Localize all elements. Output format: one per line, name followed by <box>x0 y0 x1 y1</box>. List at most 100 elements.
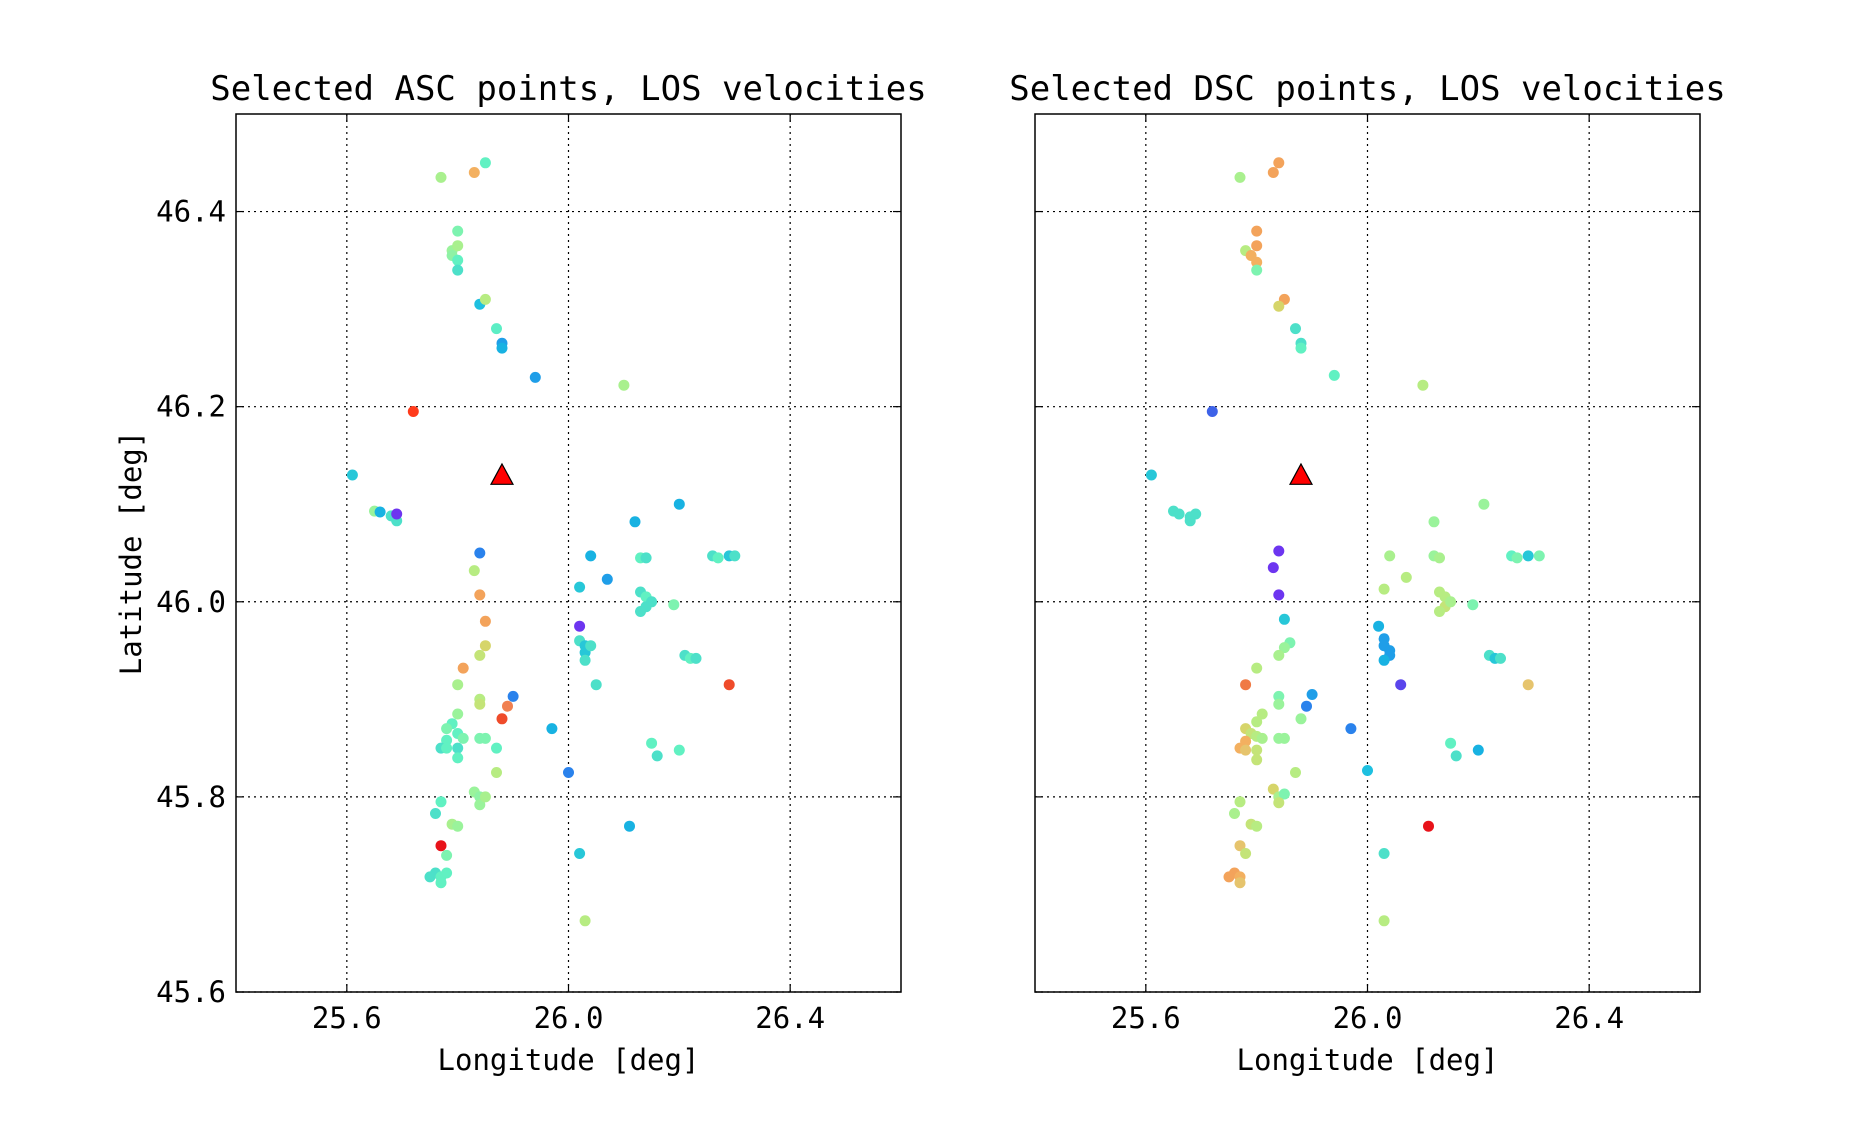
data-point <box>1278 732 1290 744</box>
data-point <box>507 690 519 702</box>
volcano-marker <box>489 462 515 485</box>
data-point <box>1234 796 1246 808</box>
data-point <box>452 679 464 691</box>
data-point <box>723 679 735 691</box>
data-point <box>1240 679 1252 691</box>
data-point <box>1273 797 1285 809</box>
data-point <box>651 750 663 762</box>
x-tick-label: 25.6 <box>1111 1001 1181 1035</box>
data-point <box>491 742 502 754</box>
data-point <box>1251 716 1263 728</box>
data-point <box>435 840 447 852</box>
data-point <box>1251 662 1263 674</box>
data-point <box>441 849 453 861</box>
data-point <box>579 654 591 666</box>
data-point <box>585 550 597 562</box>
data-point <box>479 615 491 627</box>
data-point <box>435 796 447 808</box>
data-point <box>1273 300 1285 312</box>
data-point <box>1273 690 1285 702</box>
data-point <box>1256 708 1268 720</box>
y-tick-label: 46.0 <box>156 585 226 619</box>
data-point <box>474 799 486 811</box>
data-point <box>1295 342 1307 354</box>
data-point <box>1301 700 1312 712</box>
data-point <box>574 848 586 859</box>
data-point <box>1273 589 1285 601</box>
data-point <box>474 649 486 661</box>
data-point <box>1378 848 1390 859</box>
data-point <box>441 734 453 746</box>
data-point <box>346 469 358 481</box>
data-point <box>1251 240 1263 252</box>
data-point <box>574 620 586 632</box>
data-point <box>1278 613 1290 625</box>
data-point <box>452 708 464 720</box>
data-point <box>712 552 724 564</box>
data-point <box>441 867 453 879</box>
data-point <box>1267 783 1279 795</box>
data-point <box>1362 765 1373 776</box>
data-point <box>729 550 741 562</box>
data-point <box>629 516 641 528</box>
data-point <box>1395 679 1407 691</box>
data-point <box>441 723 453 735</box>
data-point <box>635 606 646 617</box>
data-point <box>468 167 480 178</box>
data-point <box>1229 808 1240 819</box>
data-point <box>452 820 464 832</box>
data-point <box>391 508 403 520</box>
data-point <box>624 820 635 832</box>
data-point <box>1373 620 1385 632</box>
data-point <box>374 506 386 518</box>
y-tick-label: 45.6 <box>156 975 226 1009</box>
x-tick-label: 25.6 <box>312 1001 382 1035</box>
data-point <box>452 264 464 276</box>
volcano-marker <box>1288 462 1314 485</box>
data-point <box>452 254 464 266</box>
y-axis-label: Latitude [deg] <box>114 431 148 675</box>
data-point <box>1467 599 1479 611</box>
data-point <box>1251 264 1263 276</box>
data-point <box>1290 323 1301 335</box>
data-point <box>1240 744 1252 756</box>
y-tick-label: 46.2 <box>156 390 226 424</box>
data-point <box>1267 167 1279 178</box>
data-point <box>574 581 586 593</box>
data-point <box>640 552 652 564</box>
data-point <box>546 723 558 735</box>
data-point <box>435 877 447 889</box>
data-point <box>646 596 658 608</box>
data-point <box>690 652 702 664</box>
data-point <box>673 498 685 510</box>
data-point <box>1511 552 1523 564</box>
data-point <box>1251 754 1263 766</box>
data-point <box>1234 840 1246 852</box>
data-point <box>1428 516 1440 528</box>
data-point <box>585 640 597 652</box>
data-point <box>1445 737 1457 749</box>
data-point <box>474 589 486 601</box>
data-point <box>479 293 491 305</box>
data-point <box>1184 515 1196 527</box>
data-point <box>1206 406 1218 417</box>
data-point <box>1423 820 1434 832</box>
data-point <box>601 573 613 585</box>
y-tick-label: 45.8 <box>156 780 226 814</box>
data-point <box>1251 225 1263 237</box>
data-point <box>1145 469 1157 481</box>
data-point <box>1240 848 1252 859</box>
data-point <box>563 767 574 778</box>
data-point <box>424 871 436 883</box>
x-tick-label: 26.4 <box>755 1001 825 1035</box>
data-point <box>479 791 491 803</box>
data-point <box>1295 713 1307 725</box>
data-point <box>1522 550 1534 562</box>
data-point <box>1273 545 1285 557</box>
data-point <box>590 679 602 691</box>
data-point <box>529 371 541 383</box>
data-point <box>1378 583 1390 595</box>
data-point <box>1378 915 1390 927</box>
data-point <box>502 700 513 712</box>
